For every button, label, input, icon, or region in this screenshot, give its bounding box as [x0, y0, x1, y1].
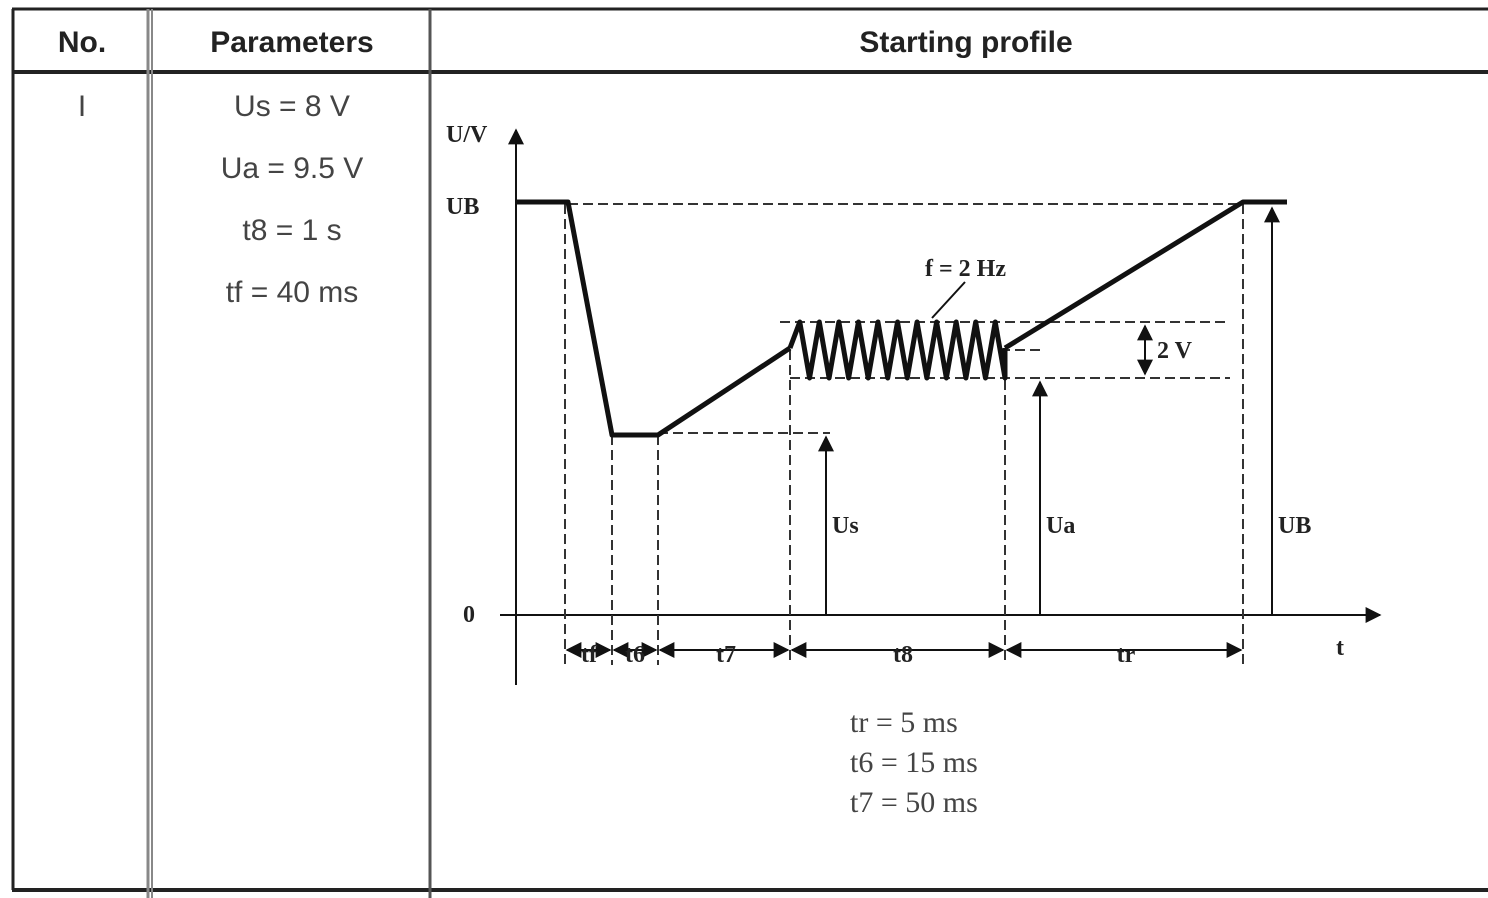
leader: [931, 281, 966, 319]
note: t6 = 15 ms: [850, 746, 978, 779]
parameter: Us = 8 V: [234, 90, 350, 123]
waveform: [1003, 199, 1287, 351]
interval-label: t7: [716, 642, 736, 668]
waveform: [516, 199, 792, 438]
header-no: No.: [58, 26, 106, 59]
frequency-label: f = 2 Hz: [925, 256, 1006, 282]
ub-label: UB: [1278, 513, 1311, 539]
interval-label: tf: [581, 642, 598, 668]
table-grid: [11, 7, 1488, 898]
interval-label: t6: [625, 642, 645, 668]
level-label: UB: [446, 194, 479, 220]
x-axis-label: t: [1336, 635, 1344, 661]
y-axis-label: U/V: [446, 122, 488, 148]
oscillation: [787, 319, 1008, 381]
note: t7 = 50 ms: [850, 786, 978, 819]
profile-diagram: [500, 128, 1382, 685]
parameter: Ua = 9.5 V: [221, 152, 364, 185]
parameter: tf = 40 ms: [226, 276, 359, 309]
note: tr = 5 ms: [850, 706, 958, 739]
header-profile: Starting profile: [859, 26, 1072, 59]
interval-label: tr: [1117, 642, 1136, 668]
amplitude-label: 2 V: [1157, 338, 1193, 364]
us-label: Us: [832, 513, 859, 539]
header-parameters: Parameters: [210, 26, 373, 59]
ua-label: Ua: [1046, 513, 1075, 539]
row-no: I: [78, 90, 86, 123]
parameter: t8 = 1 s: [242, 214, 341, 247]
interval-label: t8: [893, 642, 913, 668]
zero-label: 0: [463, 602, 475, 628]
